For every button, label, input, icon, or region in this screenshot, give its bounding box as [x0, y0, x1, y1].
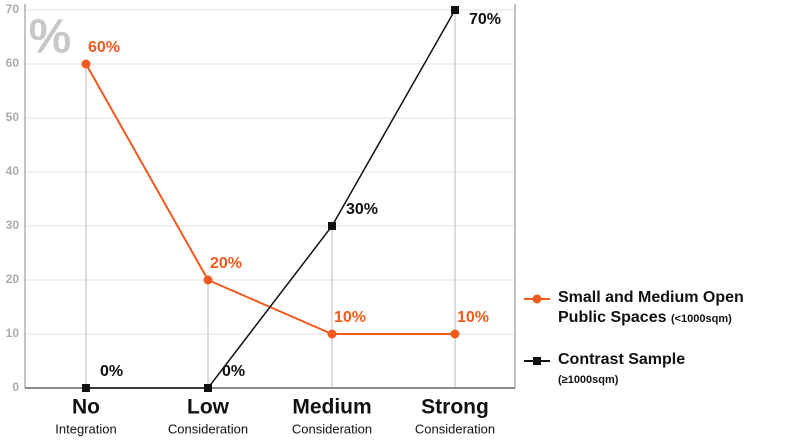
y-axis-label: % [29, 11, 72, 64]
point [451, 6, 459, 14]
point [203, 275, 213, 285]
x-tick-label: Strong [421, 396, 489, 419]
legend-text: Small and Medium Open Public Spaces (<10… [558, 288, 788, 329]
point [327, 329, 337, 339]
y-tick-label: 20 [6, 272, 20, 286]
y-tick-label: 0 [12, 380, 19, 394]
legend-note: (≥1000sqm) [558, 374, 619, 386]
legend-item: Contrast Sample (≥1000sqm) [522, 350, 788, 390]
data-label: 70% [469, 11, 501, 28]
x-tick-sublabel: Consideration [292, 421, 372, 436]
data-label: 0% [100, 363, 123, 380]
data-label: 60% [88, 39, 120, 56]
point [328, 222, 336, 230]
x-tick-label: Low [187, 396, 230, 419]
legend-text: Contrast Sample (≥1000sqm) [558, 350, 788, 390]
x-tick-sublabel: Integration [55, 421, 116, 436]
series-line [86, 9, 456, 389]
x-tick-label: No [72, 396, 100, 419]
series-line [85, 63, 455, 335]
point [81, 59, 91, 69]
data-label: 10% [457, 309, 489, 326]
data-label: 20% [210, 255, 242, 272]
data-label: 0% [222, 363, 245, 380]
legend-label: Small and Medium Open Public Spaces [558, 289, 744, 326]
y-tick-label: 10 [6, 326, 20, 340]
y-tick-label: 40 [6, 164, 20, 178]
data-label: 30% [346, 201, 378, 218]
legend-note: (<1000sqm) [670, 313, 732, 325]
y-tick-label: 60 [6, 56, 20, 70]
y-tick-label: 30 [6, 218, 20, 232]
x-tick-label: Medium [292, 396, 371, 419]
legend-marker [524, 357, 550, 365]
x-tick-sublabel: Consideration [168, 421, 248, 436]
legend-label: Contrast Sample [558, 351, 686, 368]
x-tick-sublabel: Consideration [415, 421, 495, 436]
y-tick-label: 70 [6, 2, 20, 16]
point [450, 329, 460, 339]
point [204, 384, 212, 392]
data-label: 10% [334, 309, 366, 326]
y-tick-label: 50 [6, 110, 20, 124]
point [82, 384, 90, 392]
legend-marker [524, 294, 550, 304]
legend-item: Small and Medium Open Public Spaces (<10… [522, 288, 788, 329]
